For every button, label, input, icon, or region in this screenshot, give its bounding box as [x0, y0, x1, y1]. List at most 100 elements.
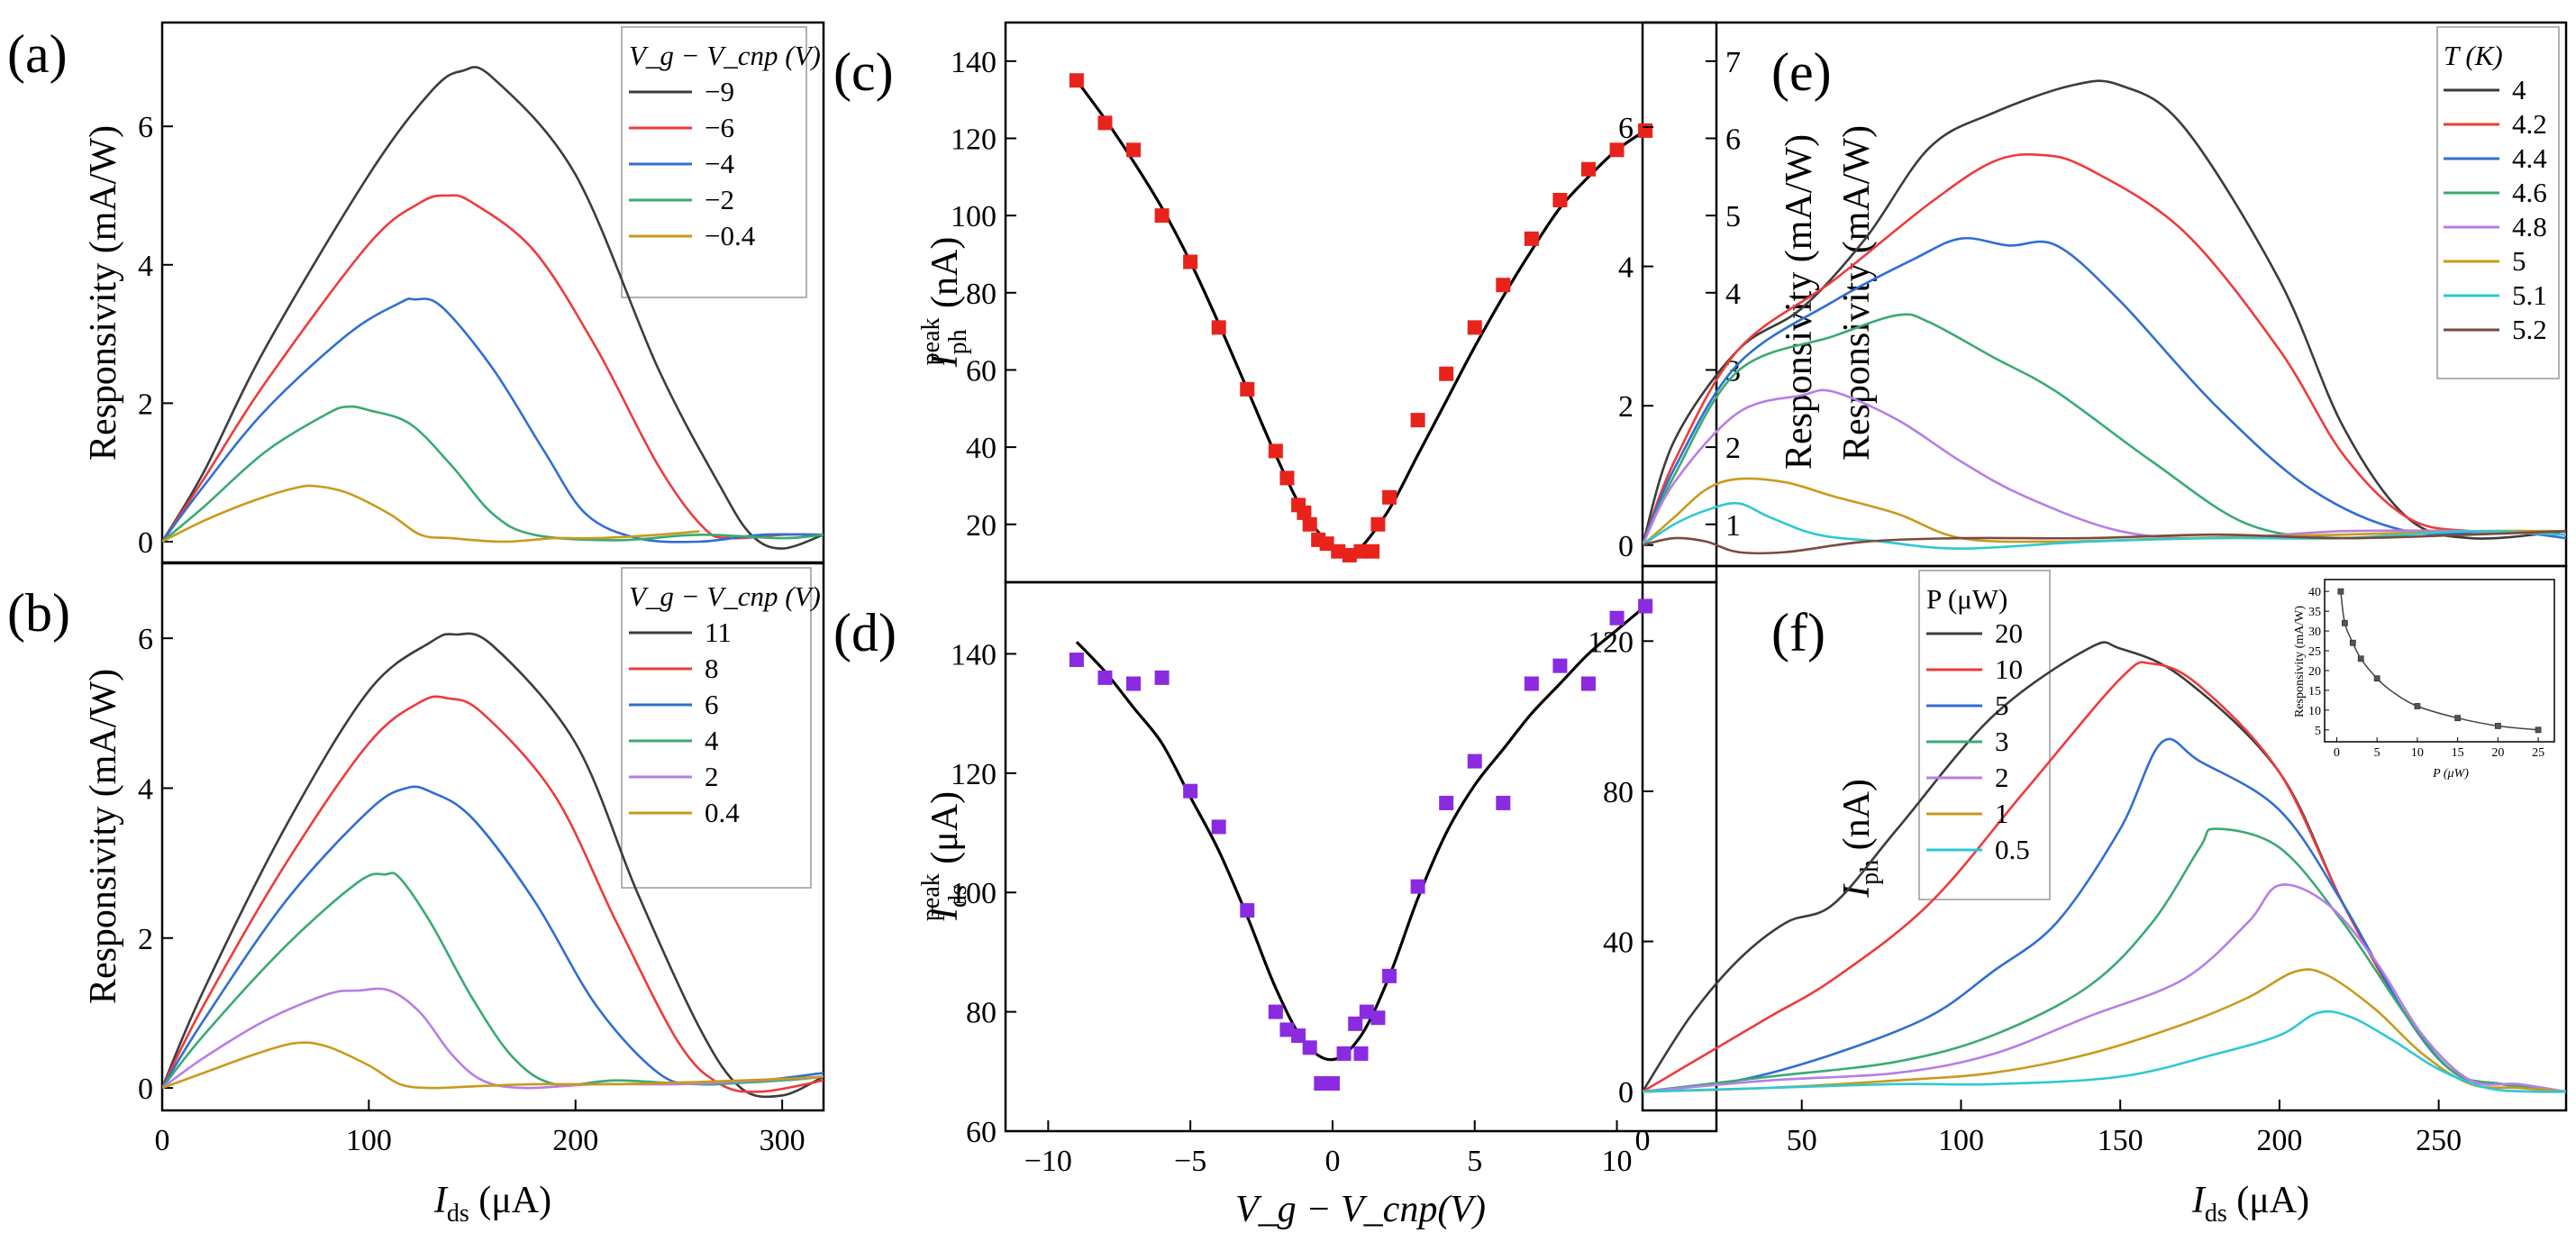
- data-point: [1154, 670, 1170, 685]
- ytick-label: 0: [138, 1073, 153, 1106]
- series-line-4.8: [1643, 388, 2566, 546]
- data-point: [1342, 548, 1357, 563]
- panel-label-c: (c): [833, 42, 894, 102]
- y2tick-label: 1: [1725, 509, 1741, 543]
- legend-label: 2: [705, 761, 719, 792]
- ytick-label: 2: [1618, 390, 1634, 424]
- xtick-label: 10: [2411, 746, 2424, 760]
- data-point: [1268, 443, 1283, 459]
- data-point: [1439, 795, 1454, 810]
- legend-label: −9: [705, 76, 734, 107]
- data-point: [2494, 723, 2501, 729]
- data-point: [1370, 516, 1386, 532]
- xtick-label: 200: [2256, 1124, 2302, 1157]
- series-line-11: [162, 632, 824, 1099]
- legend-label: 10: [1995, 653, 2023, 685]
- panel-f-frame: [1641, 564, 2568, 1112]
- series-line-1: [1643, 968, 2566, 1093]
- legend-label: 20: [1995, 617, 2023, 649]
- data-point: [1359, 1004, 1374, 1019]
- xtick-label: 100: [346, 1124, 392, 1157]
- panel-b-legend-title: V_g − V_cnp (V): [629, 580, 821, 612]
- data-point: [1126, 676, 1142, 691]
- series-line-4.2: [1643, 152, 2566, 546]
- xtick-label: 5: [1467, 1145, 1482, 1178]
- data-point: [1291, 1028, 1306, 1044]
- xtick-label: 250: [2416, 1124, 2462, 1157]
- panel-b-frame: [160, 562, 825, 1112]
- ytick-label: 4: [138, 250, 153, 283]
- xtick-label: 5: [2374, 746, 2380, 760]
- fit-curve: [1075, 79, 1646, 557]
- ytick-label: 120: [1588, 626, 1634, 659]
- data-point: [2349, 639, 2356, 646]
- legend-label: 11: [705, 616, 732, 648]
- series-line-0.5: [1643, 1009, 2566, 1093]
- panel-f-inset-xlabel: P (μW): [2432, 767, 2469, 781]
- series-line-5.2: [1643, 530, 2566, 555]
- data-point: [1638, 123, 1653, 138]
- ytick-label: 35: [2308, 606, 2321, 619]
- data-point: [1268, 1004, 1283, 1019]
- y2tick-label: 5: [1725, 200, 1741, 233]
- data-point: [1331, 543, 1346, 559]
- data-point: [1097, 670, 1113, 685]
- ytick-label: 20: [2308, 665, 2321, 679]
- ytick-label: 0: [1618, 530, 1634, 563]
- series-line-4.4: [1643, 236, 2566, 546]
- data-point: [1467, 753, 1482, 769]
- panel-a-ylabel: Responsivity (mA/W): [83, 125, 124, 461]
- series-line-2: [1643, 883, 2566, 1093]
- data-point: [1183, 254, 1198, 269]
- xtick-label: −10: [1024, 1145, 1072, 1178]
- ytick-label: 60: [966, 354, 997, 388]
- ytick-label: 6: [138, 623, 153, 656]
- panel-label-f: (f): [1771, 603, 1825, 662]
- ytick-label: 15: [2308, 685, 2321, 699]
- data-point: [1279, 1022, 1295, 1037]
- series-line-−4: [162, 297, 824, 543]
- xtick-label: 300: [760, 1124, 806, 1157]
- panel-f-legend-box: [1918, 570, 2051, 900]
- ytick-label: 2: [138, 923, 153, 956]
- xtick-label: 100: [1938, 1124, 1984, 1157]
- legend-label: 4.6: [2512, 177, 2547, 208]
- ytick-label: 140: [951, 46, 997, 79]
- legend-label: 4.4: [2512, 142, 2547, 174]
- ytick-label: 120: [951, 123, 997, 156]
- data-point: [1336, 1046, 1352, 1061]
- panel-e-legend-title: T (K): [2444, 40, 2503, 71]
- data-point: [2337, 588, 2344, 595]
- legend-label: 5.2: [2512, 314, 2547, 345]
- data-point: [1319, 536, 1334, 552]
- ytick-label: 80: [966, 278, 997, 311]
- series-line-2: [162, 987, 824, 1090]
- data-point: [1314, 1076, 1329, 1091]
- data-point: [1353, 1046, 1369, 1061]
- series-line-−9: [162, 66, 824, 550]
- legend-label: 3: [1995, 726, 2009, 757]
- panel-b-ylabel: Responsivity (mA/W): [83, 669, 124, 1004]
- ytick-label: 6: [138, 111, 153, 144]
- data-point: [1183, 783, 1198, 799]
- data-point: [1580, 676, 1596, 691]
- panel-d-frame: [1004, 580, 1718, 1133]
- panel-label-b: (b): [7, 583, 70, 643]
- xtick-label: −5: [1174, 1145, 1206, 1178]
- panel-b-plot: 0 2 4 6 0 100 200 300 11 8 6 4 2 0.4: [138, 616, 824, 1157]
- data-point: [1302, 1040, 1317, 1055]
- series-line-−2: [162, 405, 824, 543]
- data-point: [1410, 879, 1425, 894]
- fit-curve: [1075, 605, 1647, 1062]
- xtick-label: 0: [2334, 746, 2340, 760]
- data-point: [1580, 161, 1596, 177]
- xtick-label: 0: [155, 1124, 170, 1157]
- data-point: [2341, 619, 2348, 626]
- panel-a-legend-title: V_g − V_cnp (V): [629, 40, 821, 71]
- data-point: [1524, 231, 1539, 246]
- legend-label: 4: [705, 725, 719, 756]
